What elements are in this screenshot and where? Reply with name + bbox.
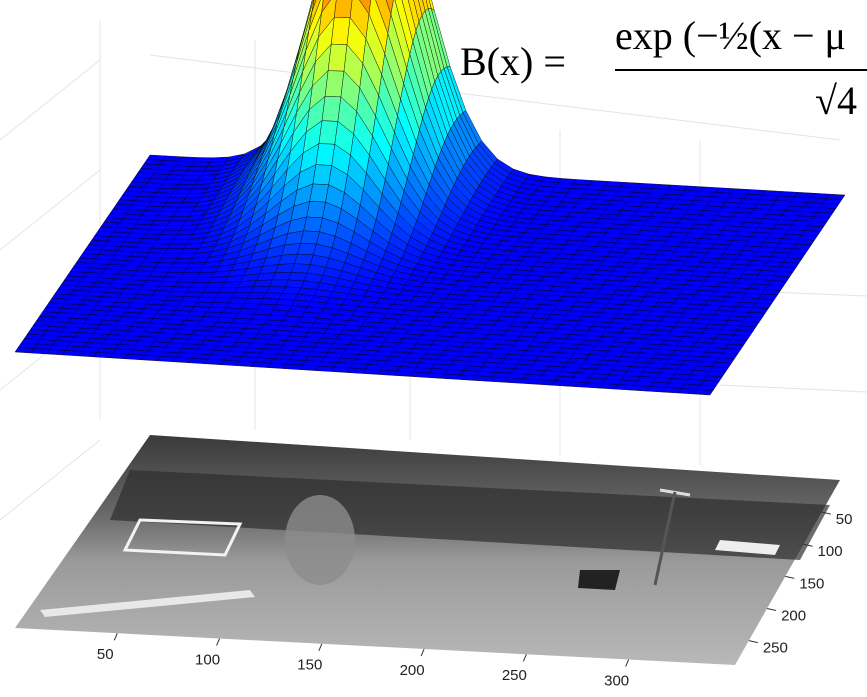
surface-cell	[204, 358, 224, 365]
y-tick	[821, 511, 831, 515]
surface-cell	[235, 360, 256, 367]
x-tick-label: 200	[400, 662, 425, 679]
x-tick-label: 250	[502, 667, 527, 684]
surface-cell	[140, 355, 161, 362]
y-tick-label: 50	[836, 511, 853, 528]
formula-lhs: B(x) =	[460, 39, 566, 84]
trees	[110, 470, 830, 560]
surface-cell	[294, 253, 314, 265]
surface-cell	[630, 385, 651, 392]
car	[715, 540, 780, 555]
surface-cell	[267, 362, 288, 369]
surface-cell	[219, 359, 240, 366]
surface-cell	[156, 356, 177, 363]
surface-cell	[677, 388, 698, 395]
surface-cell	[662, 387, 682, 394]
surface-cell	[283, 363, 303, 370]
x-tick-label: 300	[604, 673, 629, 690]
surface-cell	[172, 357, 193, 364]
x-tick	[522, 654, 527, 662]
surface-cell	[346, 367, 367, 374]
surface-cell	[693, 389, 714, 396]
surface-cell	[551, 380, 572, 387]
surface-cell	[393, 370, 414, 377]
y-tick	[785, 575, 795, 579]
y-tick-label: 250	[763, 640, 788, 657]
line-marking	[40, 590, 255, 617]
surface-cell	[109, 353, 130, 360]
surface-cell	[362, 368, 382, 375]
surface-cell	[284, 279, 305, 289]
surface-cell	[456, 374, 477, 381]
goal	[122, 518, 243, 557]
surface-cell	[646, 386, 667, 393]
surface-cell	[377, 369, 398, 376]
x-tick	[113, 633, 118, 641]
surface-cell	[287, 271, 308, 282]
x-tick	[216, 638, 221, 646]
surface-cell	[77, 351, 98, 358]
surface-cell	[291, 263, 311, 274]
surface-cell	[314, 365, 335, 372]
surface-cell	[188, 357, 209, 364]
surface-cell	[520, 378, 540, 385]
surface-cell	[535, 379, 556, 386]
surface-cell	[330, 366, 351, 373]
person	[285, 495, 355, 585]
surface-cell	[409, 371, 430, 378]
formula-denominator: √4	[815, 78, 857, 123]
y-tick	[803, 543, 813, 547]
x-tick	[318, 643, 323, 651]
surface-cell	[488, 376, 509, 383]
surface-cell	[281, 286, 302, 295]
x-tick-label: 100	[195, 651, 220, 668]
y-tick-label: 100	[818, 543, 843, 560]
y-tick-label: 200	[781, 607, 806, 624]
y-tick	[748, 640, 758, 644]
x-tick-label: 150	[297, 657, 322, 674]
bin	[578, 570, 620, 590]
surface-cell	[614, 384, 635, 391]
surface-cell	[567, 381, 588, 388]
x-tick	[420, 648, 425, 657]
x-tick-label: 50	[97, 646, 114, 663]
surface-cell	[504, 377, 524, 384]
surface-cell	[61, 350, 82, 357]
formula-numerator: exp (−½(x − μ	[615, 13, 846, 58]
surface-cell	[125, 354, 145, 361]
y-tick-label: 150	[799, 575, 824, 592]
surface-cell	[472, 375, 493, 382]
surface-cell	[425, 372, 445, 379]
surface-cell	[298, 364, 319, 371]
surface-cell	[93, 352, 114, 359]
surface	[14, 0, 846, 396]
surface-cell	[583, 382, 603, 389]
x-tick	[625, 659, 630, 667]
surface-cell	[598, 383, 619, 390]
surface-cell	[251, 361, 272, 368]
y-tick	[766, 607, 777, 611]
surface-cell	[46, 349, 66, 356]
image-plane	[15, 435, 840, 665]
surface-cell	[441, 373, 461, 380]
surface-cell	[30, 348, 51, 355]
surface-cell	[14, 347, 35, 354]
